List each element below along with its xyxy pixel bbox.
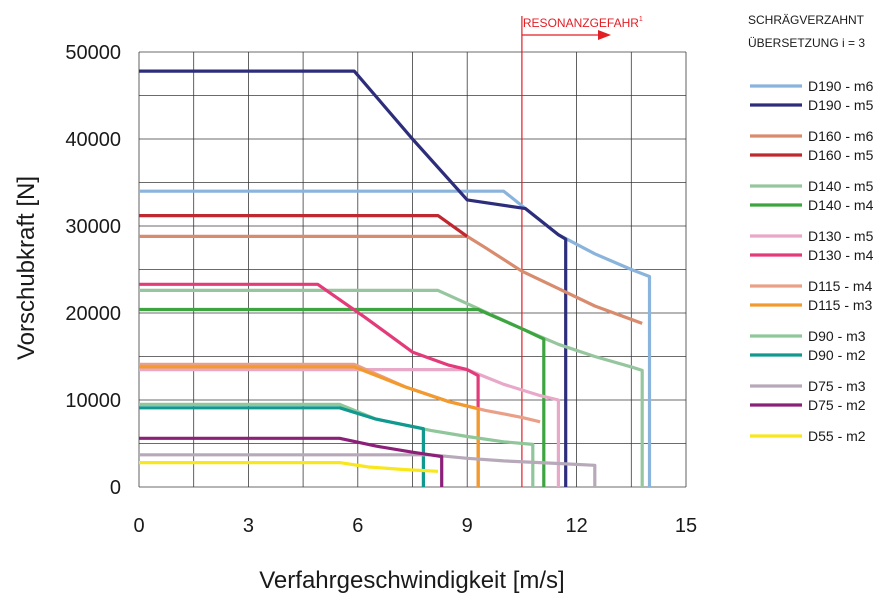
resonance-annotation: RESONANZGEFAHR1 — [521, 16, 643, 487]
series-d55-m2 — [139, 461, 439, 473]
legend-title-line-1: SCHRÄGVERZAHNT — [748, 13, 865, 27]
y-tick-label: 40000 — [65, 129, 121, 151]
series-d90-m3 — [139, 402, 535, 487]
series-layer — [139, 69, 652, 487]
legend-label: D115 - m4 — [808, 278, 873, 294]
legend-label: D75 - m3 — [808, 378, 866, 394]
legend-label: D90 - m2 — [808, 347, 866, 363]
x-tick-label: 0 — [133, 515, 144, 537]
x-axis-title: Verfahrgeschwindigkeit [m/s] — [259, 567, 564, 594]
y-tick-label: 0 — [110, 477, 121, 499]
series-d90-m2 — [139, 406, 425, 487]
legend-label: D130 - m5 — [808, 228, 874, 244]
y-tick-label: 50000 — [65, 42, 121, 64]
resonance-label: RESONANZGEFAHR1 — [523, 16, 643, 30]
series-d75-m2 — [139, 436, 444, 487]
x-tick-label: 12 — [565, 515, 587, 537]
series-d160-m5 — [139, 214, 469, 238]
series-d115-m4 — [139, 362, 541, 424]
legend-label: D190 - m6 — [808, 78, 874, 94]
y-tick-label: 20000 — [65, 303, 121, 325]
series-d130-m5 — [139, 368, 561, 487]
legend-label: D130 - m4 — [808, 247, 874, 263]
y-axis-title: Vorschubkraft [N] — [13, 176, 40, 360]
resonance-arrow-head — [598, 30, 611, 40]
series-d190-m5 — [139, 69, 568, 487]
legend-label: D160 - m5 — [808, 147, 874, 163]
series-d190-m6 — [139, 189, 652, 487]
grid — [138, 51, 687, 488]
series-d75-m3 — [139, 453, 597, 487]
y-tick-labels: 0 10000 20000 30000 40000 50000 — [65, 42, 121, 499]
legend-label: D115 - m3 — [808, 297, 873, 313]
legend-label: D140 - m4 — [808, 197, 874, 213]
x-tick-label: 3 — [243, 515, 254, 537]
series-d130-m4 — [139, 282, 480, 487]
series-d140-m4 — [139, 307, 546, 487]
legend-title-line-2: ÜBERSETZUNG i = 3 — [748, 36, 865, 50]
legend-label: D140 - m5 — [808, 178, 874, 194]
series-d115-m3 — [139, 365, 480, 487]
y-tick-label: 10000 — [65, 390, 121, 412]
legend-label: D190 - m5 — [808, 97, 874, 113]
legend-label: D75 - m2 — [808, 397, 866, 413]
legend: SCHRÄGVERZAHNT ÜBERSETZUNG i = 3 D190 - … — [748, 13, 874, 444]
x-tick-label: 9 — [462, 515, 473, 537]
legend-label: D55 - m2 — [808, 428, 866, 444]
series-d140-m5 — [139, 288, 644, 487]
legend-items: D190 - m6 D190 - m5 D160 - m6 D160 - m5 D140… — [750, 78, 874, 444]
legend-label: D160 - m6 — [808, 128, 874, 144]
x-tick-label: 6 — [352, 515, 363, 537]
legend-label: D90 - m3 — [808, 328, 866, 344]
x-tick-labels: 0 3 6 9 12 15 — [133, 515, 697, 537]
x-tick-label: 15 — [675, 515, 697, 537]
y-tick-label: 30000 — [65, 216, 121, 238]
